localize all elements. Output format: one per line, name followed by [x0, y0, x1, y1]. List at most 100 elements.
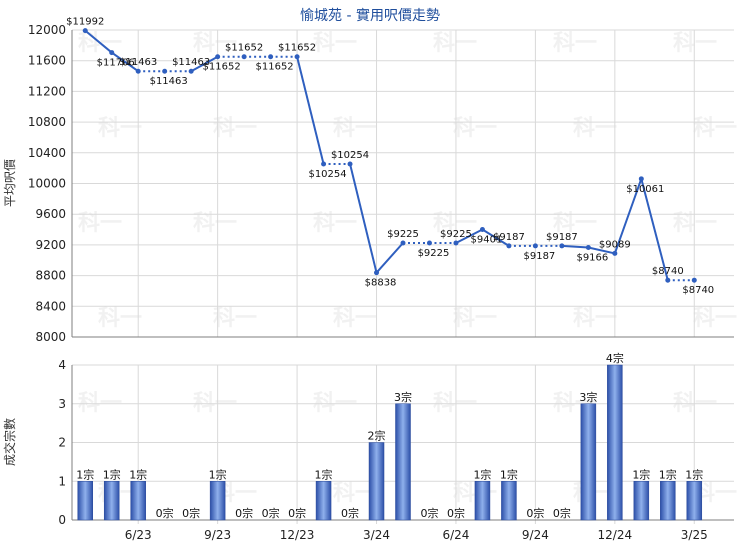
- price-point: [426, 240, 432, 246]
- count-data-label: 3宗: [394, 390, 412, 404]
- count-data-label: 0宗: [553, 506, 571, 520]
- price-data-label: $8838: [365, 278, 397, 289]
- price-line-chart: 8000 8400 8800 9200 9600 10000 10400 10800 11200…: [28, 17, 734, 344]
- price-point: [374, 270, 380, 276]
- watermark-text: 科一: [313, 211, 357, 236]
- x-tick-label: 3/24: [363, 528, 390, 542]
- price-point: [400, 240, 406, 246]
- price-data-label: $10254: [331, 150, 369, 161]
- watermark-text: 科一: [673, 31, 717, 56]
- price-tick-label: 10400: [28, 146, 66, 160]
- price-line-segment: [561, 244, 589, 249]
- price-point: [268, 54, 274, 60]
- count-bar: [580, 403, 597, 521]
- count-data-label: 1宗: [500, 467, 518, 481]
- price-data-label: $9225: [387, 229, 419, 240]
- x-tick-label: 3/25: [681, 528, 708, 542]
- count-data-label: 0宗: [156, 506, 174, 520]
- count-bar: [607, 364, 623, 521]
- price-point: [532, 243, 538, 249]
- watermark-text: 科一: [573, 306, 617, 331]
- price-data-label: $11992: [66, 17, 104, 28]
- x-tick-label: 6/24: [442, 528, 469, 542]
- price-data-label: $10061: [626, 184, 664, 195]
- watermark-text: 科一: [98, 306, 142, 331]
- price-point: [638, 176, 644, 182]
- watermark-text: 科一: [213, 306, 257, 331]
- count-data-label: 0宗: [526, 506, 544, 520]
- count-bar: [315, 481, 332, 521]
- price-line-segment: [588, 246, 616, 255]
- price-point: [479, 226, 485, 232]
- price-data-label: $9225: [418, 248, 450, 259]
- price-data-label: $11463: [150, 76, 188, 87]
- price-point: [691, 277, 697, 283]
- price-data-label: $11652: [256, 62, 294, 73]
- price-line-segment: [190, 55, 219, 73]
- price-line-segment: [481, 228, 510, 247]
- count-bar: [686, 481, 703, 521]
- price-data-label: $9187: [546, 232, 578, 243]
- price-point: [453, 240, 459, 246]
- price-line-segment: [455, 228, 483, 244]
- count-bar: [368, 442, 385, 521]
- watermark-text: 科一: [573, 116, 617, 141]
- watermark-text: 科一: [78, 211, 122, 236]
- price-axis-label: 平均呎價: [3, 159, 17, 207]
- price-point: [321, 161, 327, 167]
- watermark-text: 科一: [453, 116, 497, 141]
- price-data-label: $11463: [119, 57, 157, 68]
- price-data-label: $11652: [278, 43, 316, 54]
- price-data-label: $9225: [440, 229, 472, 240]
- price-tick-label: 11600: [28, 54, 66, 68]
- count-bar: [474, 481, 491, 521]
- watermark-text: 科一: [693, 306, 737, 331]
- count-bar: [77, 481, 93, 521]
- count-data-label: 4宗: [606, 351, 624, 365]
- count-data-label: 0宗: [262, 506, 280, 520]
- count-data-label: 0宗: [182, 506, 200, 520]
- count-data-label: 1宗: [685, 467, 703, 481]
- price-tick-label: 11200: [28, 84, 66, 98]
- count-data-label: 0宗: [341, 506, 359, 520]
- price-data-label: $9089: [599, 239, 631, 250]
- count-data-label: 0宗: [420, 506, 438, 520]
- price-point: [559, 243, 565, 249]
- count-data-label: 0宗: [447, 506, 465, 520]
- price-data-label: $9187: [523, 251, 555, 262]
- count-data-label: 1宗: [76, 467, 94, 481]
- transaction-bar-chart: 0 1 2 3 4 1宗 1宗 1宗 0宗 0宗 1宗 0宗 0宗 0宗 1宗 0宗 2宗 3宗 0宗 0宗 1宗 1宗 0…: [58, 351, 734, 542]
- price-point: [294, 54, 300, 60]
- count-bar: [501, 481, 517, 521]
- count-bar: [633, 481, 650, 521]
- watermark-text: 科一: [673, 211, 717, 236]
- price-point: [188, 68, 194, 74]
- price-line-segment: [613, 178, 643, 254]
- count-bar: [660, 481, 676, 521]
- count-tick-label: 1: [58, 474, 66, 488]
- watermark-text: 科一: [98, 116, 142, 141]
- price-data-label: $9187: [493, 232, 525, 243]
- price-data-label: $8740: [682, 285, 714, 296]
- count-axis-label: 成交宗數: [2, 418, 17, 466]
- count-data-label: 1宗: [129, 467, 147, 481]
- watermark-text: 科一: [693, 116, 737, 141]
- watermark-text: 科一: [333, 116, 377, 141]
- price-point: [347, 161, 353, 167]
- x-tick-label: 9/24: [522, 528, 549, 542]
- x-tick-label: 12/24: [598, 528, 633, 542]
- price-point: [585, 245, 591, 251]
- watermark-text: 科一: [193, 31, 237, 56]
- price-data-label: $11652: [203, 62, 241, 73]
- count-tick-label: 4: [58, 358, 66, 372]
- price-tick-label: 10800: [28, 115, 66, 129]
- watermark-text: 科一: [453, 306, 497, 331]
- price-data-label: $8740: [652, 266, 684, 277]
- price-data-label: $11706: [97, 58, 135, 69]
- price-data-label: $11652: [225, 43, 263, 54]
- count-data-label: 1宗: [659, 467, 677, 481]
- watermark-text: 科一: [433, 211, 477, 236]
- watermark-text: 科一: [193, 211, 237, 236]
- price-tick-label: 10000: [28, 177, 66, 191]
